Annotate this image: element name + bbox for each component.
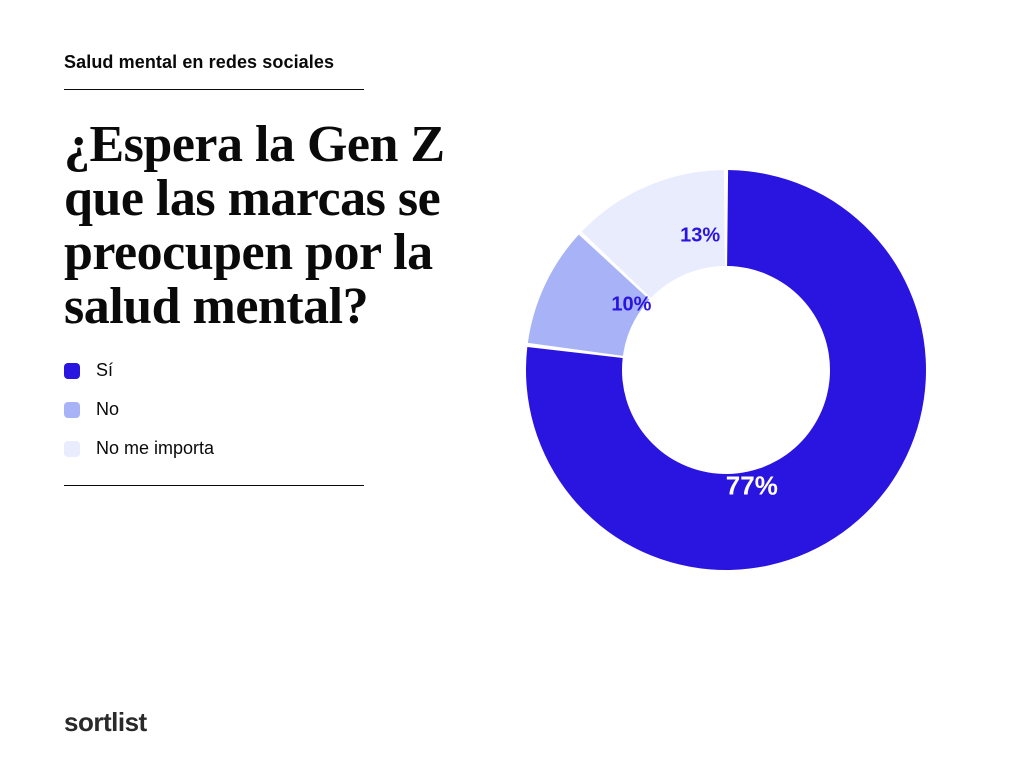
- right-column: 77%10%13%: [484, 52, 968, 687]
- divider-top: [64, 89, 364, 90]
- legend-item-no_me_importa: No me importa: [64, 438, 484, 459]
- infographic-page: Salud mental en redes sociales ¿Espera l…: [0, 0, 1024, 768]
- chart-legend: Sí No No me importa: [64, 360, 484, 459]
- divider-bottom: [64, 485, 364, 486]
- content-row: Salud mental en redes sociales ¿Espera l…: [64, 52, 968, 687]
- legend-swatch: [64, 363, 80, 379]
- brand-logo: sortlist: [64, 687, 968, 738]
- donut-chart: 77%10%13%: [511, 155, 941, 585]
- subtitle: Salud mental en redes sociales: [64, 52, 484, 89]
- legend-label: Sí: [96, 360, 113, 381]
- legend-item-no: No: [64, 399, 484, 420]
- legend-swatch: [64, 441, 80, 457]
- left-column: Salud mental en redes sociales ¿Espera l…: [64, 52, 484, 687]
- legend-swatch: [64, 402, 80, 418]
- headline: ¿Espera la Gen Z que las marcas se preoc…: [64, 118, 484, 334]
- legend-item-si: Sí: [64, 360, 484, 381]
- donut-svg: [511, 155, 941, 585]
- legend-label: No me importa: [96, 438, 214, 459]
- legend-label: No: [96, 399, 119, 420]
